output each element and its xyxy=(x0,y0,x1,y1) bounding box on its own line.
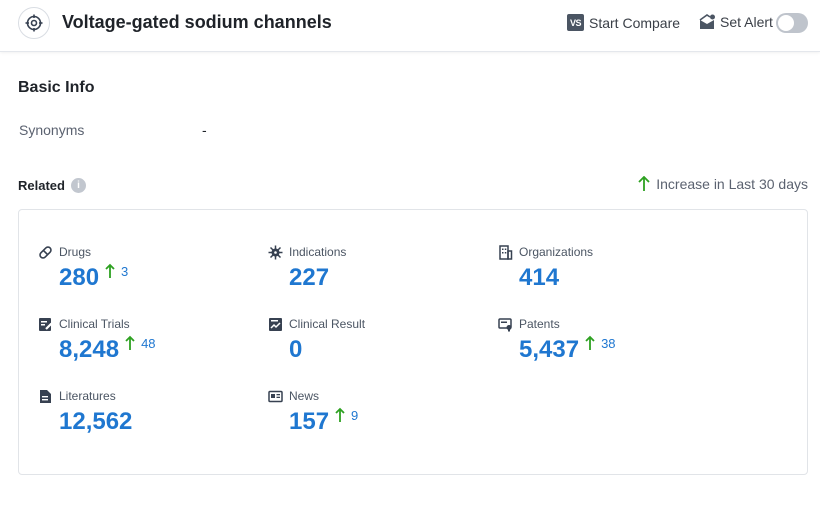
basic-info-heading: Basic Info xyxy=(18,79,95,96)
page-title: Voltage-gated sodium channels xyxy=(62,12,332,32)
increase-legend: Increase in Last 30 days xyxy=(638,176,808,192)
item-value[interactable]: 227 xyxy=(289,264,330,291)
alert-toggle[interactable] xyxy=(776,13,808,33)
synonyms-value: - xyxy=(202,122,207,138)
related-card: Drugs 280 3 Indi xyxy=(18,209,808,475)
item-value[interactable]: 12,562 xyxy=(59,408,133,435)
arrow-up-icon xyxy=(585,335,595,350)
increase-indicator: 38 xyxy=(585,335,616,351)
synonyms-label: Synonyms xyxy=(19,122,85,138)
increase-indicator: 48 xyxy=(125,335,156,351)
item-label: News xyxy=(289,389,320,403)
item-value[interactable]: 8,248 xyxy=(59,336,120,363)
item-label: Patents xyxy=(519,317,560,331)
related-heading-label: Related xyxy=(18,178,65,193)
pill-icon xyxy=(39,245,52,259)
arrow-up-icon xyxy=(638,176,650,191)
related-item-news[interactable]: News 157 9 xyxy=(268,388,488,437)
start-compare-button[interactable]: VS Start Compare xyxy=(567,14,680,31)
item-label: Drugs xyxy=(59,245,92,259)
related-heading: Related i xyxy=(18,178,86,193)
page-header: Voltage-gated sodium channels VS Start C… xyxy=(0,0,820,52)
start-compare-label: Start Compare xyxy=(589,14,681,31)
item-value[interactable]: 414 xyxy=(519,264,560,291)
building-icon xyxy=(499,244,513,260)
clinical-trial-icon xyxy=(39,317,53,331)
chart-document-icon xyxy=(269,317,282,331)
increase-count[interactable]: 38 xyxy=(601,335,616,351)
info-icon[interactable]: i xyxy=(70,178,86,193)
patent-icon xyxy=(498,317,512,332)
related-item-clinical-trials[interactable]: Clinical Trials 8,248 48 xyxy=(38,316,258,365)
virus-icon xyxy=(268,245,283,259)
arrow-up-icon xyxy=(335,407,345,422)
increase-indicator: 9 xyxy=(335,407,358,423)
increase-indicator: 3 xyxy=(105,263,128,279)
arrow-up-icon xyxy=(105,263,115,278)
document-icon xyxy=(40,389,51,403)
item-value[interactable]: 157 xyxy=(289,408,330,435)
item-value[interactable]: 0 xyxy=(289,336,303,363)
increase-count[interactable]: 48 xyxy=(141,335,156,351)
newspaper-icon xyxy=(268,390,283,402)
item-label: Organizations xyxy=(519,245,594,259)
related-item-patents[interactable]: Patents 5,437 38 xyxy=(498,316,718,365)
related-item-indications[interactable]: Indications 227 xyxy=(268,244,488,293)
item-label: Literatures xyxy=(59,389,116,403)
compare-vs-icon: VS xyxy=(567,14,584,31)
related-item-organizations[interactable]: Organizations 414 xyxy=(498,244,718,293)
related-item-drugs[interactable]: Drugs 280 3 xyxy=(38,244,258,293)
item-value[interactable]: 5,437 xyxy=(519,336,580,363)
related-item-literatures[interactable]: Literatures 12,562 xyxy=(38,388,258,437)
item-value[interactable]: 280 xyxy=(59,264,100,291)
item-label: Indications xyxy=(289,245,347,259)
alert-icon xyxy=(699,14,715,29)
target-logo xyxy=(18,7,50,39)
target-icon xyxy=(25,14,43,32)
item-label: Clinical Trials xyxy=(59,317,130,331)
set-alert-label: Set Alert xyxy=(720,14,773,30)
related-item-clinical-result[interactable]: Clinical Result 0 xyxy=(268,316,488,365)
set-alert-button[interactable]: Set Alert xyxy=(699,14,773,30)
toggle-knob xyxy=(778,15,794,31)
item-label: Clinical Result xyxy=(289,317,366,331)
increase-count[interactable]: 3 xyxy=(121,263,129,279)
arrow-up-icon xyxy=(125,335,135,350)
increase-count[interactable]: 9 xyxy=(351,407,359,423)
legend-label: Increase in Last 30 days xyxy=(656,176,808,192)
